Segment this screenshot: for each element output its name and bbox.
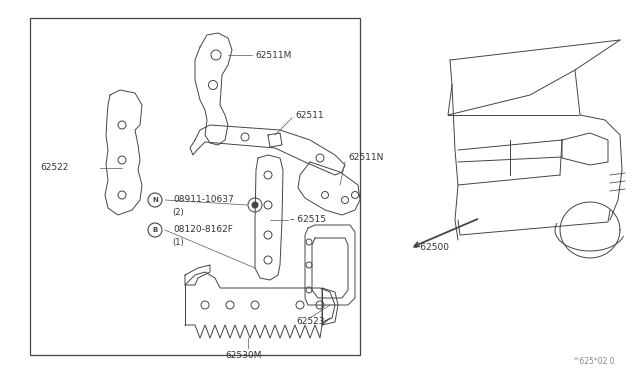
Text: 62523: 62523 [296, 317, 324, 327]
Text: – 62500: – 62500 [413, 244, 449, 253]
Text: 62511M: 62511M [255, 51, 291, 60]
Text: – 62515: – 62515 [290, 215, 326, 224]
Text: 62511N: 62511N [348, 154, 383, 163]
Text: 62530M: 62530M [225, 350, 261, 359]
Circle shape [252, 202, 258, 208]
Text: 62522: 62522 [40, 164, 68, 173]
Text: 08911-10637: 08911-10637 [173, 196, 234, 205]
Bar [30, 18, 360, 355]
Text: (2): (2) [172, 208, 184, 217]
Text: 62511: 62511 [295, 110, 324, 119]
Text: N: N [152, 197, 158, 203]
Text: (1): (1) [172, 237, 184, 247]
Text: ^625*02 0: ^625*02 0 [573, 357, 615, 366]
Text: B: B [152, 227, 157, 233]
Text: 08120-8162F: 08120-8162F [173, 225, 233, 234]
